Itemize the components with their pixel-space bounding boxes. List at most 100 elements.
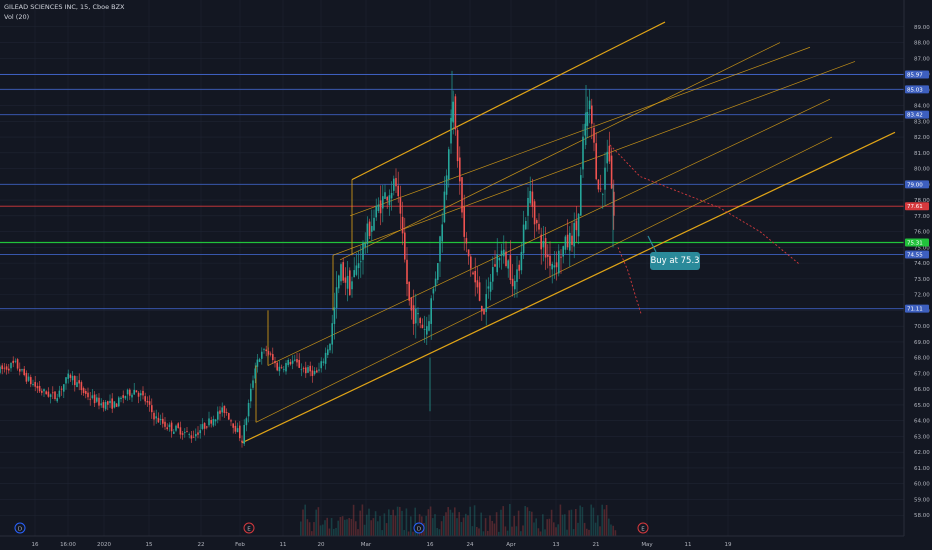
candle-body [311,370,314,377]
volume-bar [399,506,401,536]
candle-body [243,424,245,444]
volume-bar [392,509,394,536]
volume-bar [493,523,496,536]
symbol-header[interactable]: GILEAD SCIENCES INC, 15, Cboe BZX [4,3,125,11]
candle-body [208,418,210,426]
candle-body [610,155,613,189]
candle-body [349,270,351,296]
volume-bar [570,509,573,536]
time-axis[interactable]: 16 16:00 2020 15 22 Feb 11 20 Mar 16 24 Apr 13 21 May 1… [32,542,732,548]
projection-path [617,247,642,314]
candle-body [384,192,386,199]
volume-bar [572,529,575,536]
candle-body [562,246,564,257]
candle-body [164,421,166,427]
candle-body [586,112,589,126]
volume-bar [372,518,375,536]
candle-body [415,308,417,324]
volume-bar [385,523,388,536]
candle-body [536,220,538,224]
candle-body [456,130,459,162]
candle-body [184,432,186,434]
candle-body [12,360,14,364]
candle-body [379,200,382,214]
candle-body [608,145,611,162]
volume-bar [401,510,403,536]
volume-bar [383,513,386,536]
volume-bar [610,524,612,536]
candle-body [140,393,142,396]
candle-body [157,417,160,423]
volume-bar [473,505,476,536]
price-level-tag [905,70,929,79]
candle-body [214,419,217,422]
candle-body [283,369,285,371]
candle-body [27,376,30,381]
candle-body [225,412,228,414]
time-tick-label: 16 [427,542,434,548]
candle-body [463,206,465,237]
candle-body [34,381,36,387]
candle-body [124,395,127,399]
candle-body [69,374,72,378]
candle-body [155,416,157,419]
price-level-tags: 85.97 85.03 83.42 79.00 77.61 75.31 74.55 71.11 [905,70,929,313]
volume-bar [458,512,460,536]
candle-body [527,197,529,216]
candle-body [430,298,432,324]
volume-bar [306,519,309,536]
volume-bar [500,509,502,536]
candle-body [54,391,56,400]
candle-body [375,205,377,218]
volume-bar [379,516,381,536]
candle-body [338,275,340,289]
candle-body [421,324,424,329]
volume-bar [313,522,315,536]
candle-body [423,329,426,330]
candle-body [294,359,296,361]
volume-indicator-label[interactable]: Vol (20) [4,13,30,21]
candle-body [505,251,507,266]
candle-body [335,287,338,308]
candle-body [43,389,45,392]
candle-body [45,391,47,395]
candle-body [476,280,479,288]
candle-body [219,410,221,414]
price-tick-label: 66.00 [914,387,930,393]
price-tick-label: 78.00 [914,198,930,204]
price-level-tag [905,250,929,259]
candle-body [408,281,410,301]
candle-body [467,249,470,257]
candle-body [439,236,441,262]
price-tick-label: 88.00 [914,41,930,47]
candle-body [362,242,364,260]
candle-body [507,260,509,269]
candle-body [573,222,575,247]
candle-body [87,392,89,398]
volume-bar [333,528,335,536]
candle-body [588,100,591,110]
candle-body [331,323,333,345]
volume-bar [564,514,566,536]
candle-body [173,431,175,434]
volume-bar [528,511,531,536]
candle-body [52,392,54,394]
candle-body [74,375,76,386]
trend-channel [241,21,896,444]
event-marker-letter: D [18,527,22,533]
price-tick-label: 67.00 [914,371,930,377]
candle-body [60,388,63,390]
candle-body [437,263,439,280]
volume-bar [586,528,588,536]
candle-body [500,250,503,256]
volume-bar [575,508,577,536]
volume-bar [465,513,467,536]
candle-body [318,369,320,371]
candle-body [258,359,261,362]
volume-bar [513,515,515,536]
time-tick-label: Feb [235,542,245,548]
candle-body [591,105,593,124]
candle-body [478,282,481,301]
